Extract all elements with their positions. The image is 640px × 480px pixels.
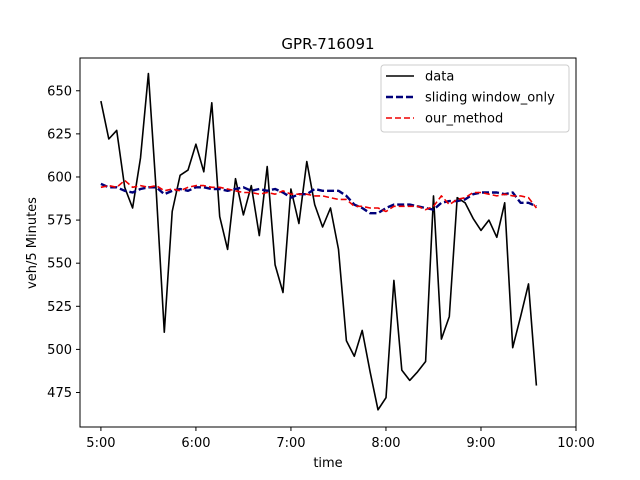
legend-frame (380, 64, 570, 133)
series-line-1 (100, 72, 538, 411)
plot-frame (79, 57, 577, 428)
chart-title: GPR-716091 (281, 35, 374, 53)
x-axis-label: time (313, 456, 342, 471)
x-tick-label: 6:00 (181, 436, 210, 451)
y-tick-label: 575 (47, 214, 72, 229)
y-tick-label: 625 (47, 127, 72, 142)
series-line-2 (100, 182, 537, 215)
y-tick-label: 475 (47, 386, 72, 401)
y-axis-label: veh/5 Minutes (25, 197, 40, 289)
y-tick-label: 525 (47, 300, 72, 315)
y-tick-label: 600 (47, 170, 72, 185)
legend-label: data (425, 70, 454, 85)
x-tick-label: 10:00 (557, 436, 594, 451)
x-tick-label: 7:00 (276, 436, 305, 451)
legend: data sliding window_only our_method (380, 64, 570, 133)
x-tick-label: 5:00 (86, 436, 115, 451)
legend-label: sliding window_only (425, 91, 555, 106)
axes: 5:00 6:00 7:00 8:00 9:00 10:00 475 500 525 550 575… (47, 57, 595, 451)
x-tick-label: 8:00 (371, 436, 400, 451)
y-tick-label: 650 (47, 84, 72, 99)
y-tick-label: 500 (47, 343, 72, 358)
x-tick-label: 9:00 (466, 436, 495, 451)
legend-label: our_method (425, 112, 503, 127)
series-line-3 (100, 179, 538, 213)
plot-lines (100, 72, 538, 411)
y-tick-label: 550 (47, 257, 72, 272)
